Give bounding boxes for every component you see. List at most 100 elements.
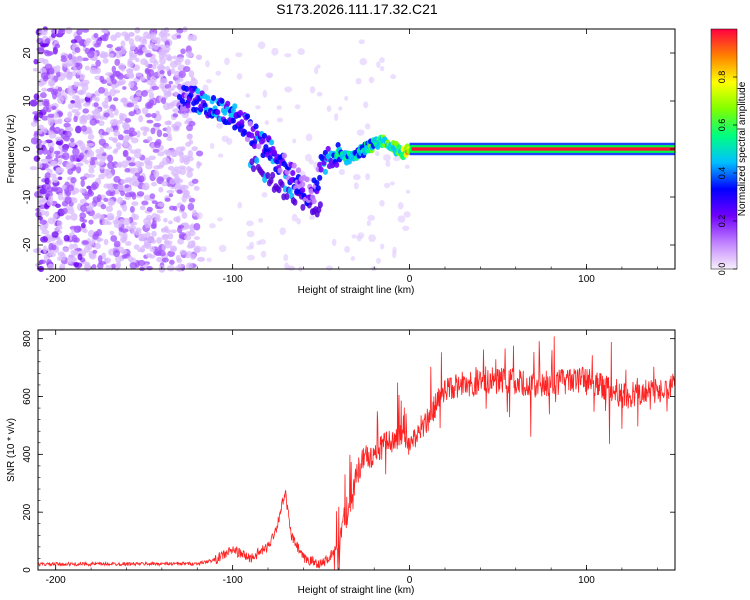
noise-blob <box>121 46 126 55</box>
noise-blob <box>117 134 124 141</box>
noise-blob <box>41 198 47 204</box>
noise-blob <box>88 252 97 260</box>
noise-blob <box>86 185 92 190</box>
ridge-blob <box>268 139 275 146</box>
noise-blob <box>66 208 75 215</box>
noise-blob <box>292 138 297 144</box>
noise-blob <box>98 261 107 265</box>
noise-blob <box>127 255 134 262</box>
noise-blob <box>101 131 109 136</box>
noise-blob <box>113 129 120 137</box>
noise-blob <box>49 67 55 75</box>
ridge-blob <box>195 88 201 95</box>
ridge-blob <box>274 158 280 165</box>
colorbar-gradient <box>710 28 738 270</box>
noise-blob <box>151 230 157 237</box>
x-tick-label: -100 <box>223 274 243 285</box>
noise-blob <box>84 96 91 102</box>
noise-blob <box>148 254 156 259</box>
ridge-blob <box>237 109 244 116</box>
noise-blob <box>146 214 153 221</box>
noise-blob <box>62 247 70 253</box>
noise-blob <box>352 173 361 181</box>
noise-blob <box>144 60 149 68</box>
noise-blob <box>59 263 66 271</box>
noise-blob <box>155 110 160 116</box>
noise-blob <box>209 142 215 149</box>
ridge-blob <box>210 95 217 102</box>
noise-blob <box>47 217 56 225</box>
noise-blob <box>84 159 90 165</box>
noise-blob <box>287 265 296 271</box>
noise-blob <box>159 70 165 75</box>
noise-blob <box>81 57 89 62</box>
ridge-blob <box>335 142 341 149</box>
ridge-blob <box>319 155 326 162</box>
noise-blob <box>92 233 99 240</box>
spectrogram-y-ticks: -20 -10 0 10 20 <box>22 33 675 265</box>
noise-blob <box>120 179 126 185</box>
y-tick-label: 800 <box>22 330 33 347</box>
noise-blob <box>124 33 130 41</box>
noise-blob <box>92 249 98 254</box>
noise-blob <box>375 151 380 157</box>
noise-blob <box>190 78 198 86</box>
noise-blob <box>145 53 153 58</box>
noise-blob <box>128 225 137 231</box>
noise-blob <box>158 186 164 193</box>
noise-blob <box>128 80 135 89</box>
y-tick-label: 200 <box>22 503 33 520</box>
noise-blob <box>144 221 152 229</box>
noise-blob <box>136 130 141 138</box>
noise-blob <box>105 205 114 213</box>
noise-blob <box>171 55 178 60</box>
ridge-blob <box>232 103 238 110</box>
noise-blob <box>106 108 114 114</box>
noise-blob <box>177 238 184 245</box>
noise-blob <box>165 149 173 157</box>
noise-blob <box>181 211 188 219</box>
noise-blob <box>76 28 83 36</box>
noise-blob <box>146 119 154 124</box>
ridge-blob <box>215 109 221 116</box>
noise-blob <box>30 137 39 145</box>
noise-blob <box>57 29 64 36</box>
noise-blob <box>237 201 243 209</box>
noise-blob <box>151 64 157 70</box>
noise-blob <box>205 60 210 68</box>
noise-blob <box>161 244 167 252</box>
noise-blob <box>79 98 85 104</box>
noise-blob <box>169 60 178 68</box>
noise-blob <box>96 161 105 166</box>
noise-blob <box>216 122 223 129</box>
ridge-blob <box>251 165 257 173</box>
noise-blob <box>112 137 118 144</box>
noise-blob <box>116 73 124 80</box>
noise-blob <box>314 66 319 75</box>
noise-blob <box>86 206 93 212</box>
x-tick-label: -200 <box>46 274 66 285</box>
noise-blob <box>67 184 74 192</box>
noise-blob <box>83 228 88 234</box>
noise-blob <box>77 91 85 95</box>
noise-blob <box>187 202 195 211</box>
noise-blob <box>197 256 206 262</box>
noise-blob <box>164 197 171 202</box>
noise-blob <box>80 204 87 213</box>
noise-blob <box>139 76 146 82</box>
noise-blob <box>95 149 101 154</box>
noise-blob <box>55 141 62 145</box>
noise-blob <box>134 172 141 177</box>
ridge-blob <box>281 152 287 159</box>
noise-blob <box>141 107 149 115</box>
noise-blob <box>89 159 96 166</box>
noise-blob <box>70 177 77 184</box>
noise-blob <box>166 120 172 126</box>
noise-blob <box>177 224 185 229</box>
noise-blob <box>182 66 191 73</box>
ridge-blob <box>276 186 282 194</box>
noise-blob <box>384 182 391 189</box>
noise-blob <box>42 58 49 65</box>
y-tick-label: 10 <box>22 95 33 107</box>
